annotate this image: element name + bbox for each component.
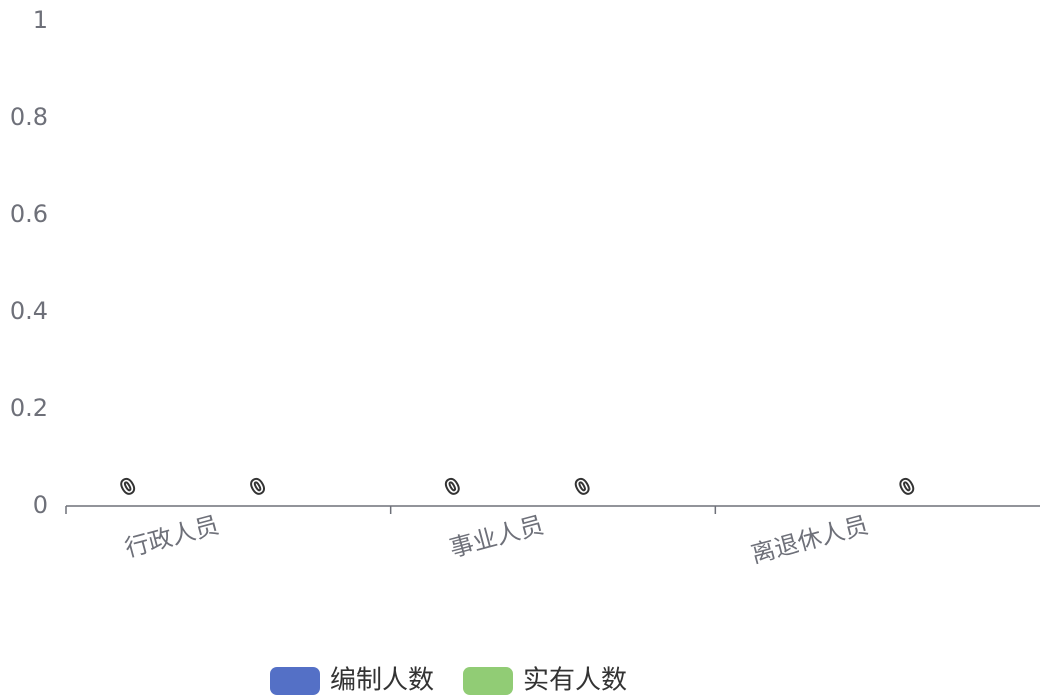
data-label: 0: [573, 475, 593, 499]
y-tick-label: 0: [33, 491, 48, 519]
x-category-label: 离退休人员: [748, 511, 871, 569]
data-label: 0: [897, 475, 917, 499]
legend-label[interactable]: 实有人数: [523, 666, 627, 695]
y-tick-label: 0.4: [10, 297, 48, 325]
data-label: 0: [443, 475, 463, 499]
y-tick-label: 0.8: [10, 103, 48, 131]
x-category-label: 事业人员: [447, 511, 547, 563]
legend-swatch[interactable]: [270, 667, 320, 695]
y-tick-label: 0.2: [10, 394, 48, 422]
data-label: 0: [118, 475, 138, 499]
legend-swatch[interactable]: [463, 667, 513, 695]
data-label: 0: [248, 475, 268, 499]
y-axis-labels: 0 0.2 0.4 0.6 0.8 1: [10, 6, 48, 519]
y-tick-label: 1: [33, 6, 48, 34]
x-axis: 行政人员 事业人员 离退休人员: [65, 505, 1040, 569]
legend[interactable]: 编制人数 实有人数: [270, 666, 627, 695]
data-labels: 0 0 0 0 0: [116, 473, 920, 501]
y-tick-label: 0.6: [10, 200, 48, 228]
x-category-label: 行政人员: [122, 511, 222, 563]
legend-label[interactable]: 编制人数: [330, 666, 434, 695]
